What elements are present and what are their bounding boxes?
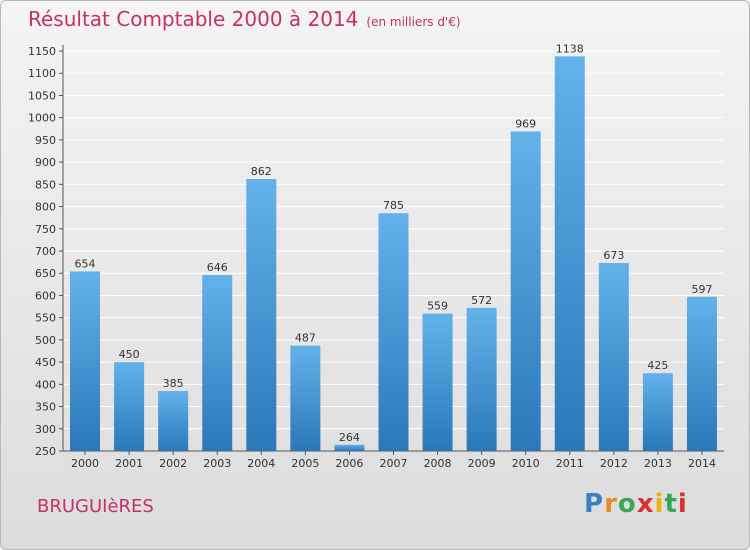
- bar: [246, 179, 277, 451]
- bar-value-label: 425: [647, 359, 668, 372]
- logo-letter: o: [617, 489, 637, 519]
- bar-value-label: 1138: [556, 42, 584, 55]
- chart-title-text: Résultat Comptable 2000 à 2014: [28, 7, 359, 31]
- x-tick-label: 2011: [556, 457, 584, 470]
- bar-value-label: 654: [75, 257, 96, 270]
- x-tick-label: 2003: [203, 457, 231, 470]
- y-tick-label: 650: [35, 267, 56, 280]
- bar: [422, 313, 453, 451]
- bar: [202, 275, 233, 451]
- x-tick-label: 2014: [688, 457, 716, 470]
- y-tick-label: 750: [35, 223, 56, 236]
- logo-letter: i: [654, 489, 665, 519]
- bar-value-label: 673: [603, 249, 624, 262]
- bar: [114, 362, 145, 451]
- bar-value-label: 597: [691, 283, 712, 296]
- x-tick-label: 2013: [644, 457, 672, 470]
- chart-title: Résultat Comptable 2000 à 2014 (en millie…: [28, 7, 461, 31]
- bar-value-label: 450: [119, 348, 140, 361]
- y-tick-label: 400: [35, 378, 56, 391]
- logo-letter: t: [664, 489, 678, 519]
- bar: [290, 345, 321, 451]
- y-tick-label: 1150: [28, 45, 56, 58]
- y-tick-label: 1000: [28, 112, 56, 125]
- x-tick-label: 2008: [424, 457, 452, 470]
- bar-value-label: 487: [295, 332, 316, 345]
- x-tick-label: 2001: [115, 457, 143, 470]
- bar-value-label: 785: [383, 199, 404, 212]
- bar: [334, 444, 365, 451]
- y-tick-label: 600: [35, 289, 56, 302]
- y-tick-label: 950: [35, 134, 56, 147]
- logo-letter: P: [584, 489, 605, 519]
- y-tick-label: 900: [35, 156, 56, 169]
- bar-value-label: 559: [427, 300, 448, 313]
- bar: [598, 263, 629, 451]
- bar: [158, 391, 189, 451]
- logo-letter: i: [677, 489, 688, 519]
- y-tick-label: 450: [35, 356, 56, 369]
- x-tick-label: 2006: [335, 457, 363, 470]
- x-tick-label: 2002: [159, 457, 187, 470]
- bar-value-label: 264: [339, 431, 360, 444]
- chart-unit-label: (en milliers d'€): [366, 15, 461, 29]
- y-tick-label: 1050: [28, 89, 56, 102]
- y-tick-label: 500: [35, 334, 56, 347]
- bar: [686, 296, 717, 451]
- logo-letter: r: [604, 489, 618, 519]
- x-tick-label: 2010: [512, 457, 540, 470]
- bar: [642, 373, 673, 451]
- x-tick-label: 2005: [291, 457, 319, 470]
- bar: [378, 213, 409, 451]
- bar-value-label: 646: [207, 261, 228, 274]
- x-tick-label: 2000: [71, 457, 99, 470]
- y-tick-label: 700: [35, 245, 56, 258]
- logo-letter: x: [636, 489, 655, 519]
- y-tick-label: 350: [35, 401, 56, 414]
- y-tick-label: 1100: [28, 67, 56, 80]
- y-tick-label: 800: [35, 201, 56, 214]
- bar-value-label: 969: [515, 117, 536, 130]
- x-tick-label: 2009: [468, 457, 496, 470]
- proxiti-logo: Proxiti: [584, 489, 688, 519]
- bar-value-label: 862: [251, 165, 272, 178]
- y-tick-label: 550: [35, 312, 56, 325]
- y-tick-label: 850: [35, 178, 56, 191]
- town-name: BRUGUIèRES: [37, 496, 154, 517]
- bar: [70, 271, 101, 451]
- bar: [554, 56, 585, 451]
- y-tick-label: 300: [35, 423, 56, 436]
- bar-value-label: 572: [471, 294, 492, 307]
- x-tick-label: 2007: [380, 457, 408, 470]
- bar: [510, 131, 541, 451]
- y-tick-label: 250: [35, 445, 56, 458]
- bar-value-label: 385: [163, 377, 184, 390]
- x-tick-label: 2012: [600, 457, 628, 470]
- bar: [466, 307, 497, 451]
- x-tick-label: 2004: [247, 457, 275, 470]
